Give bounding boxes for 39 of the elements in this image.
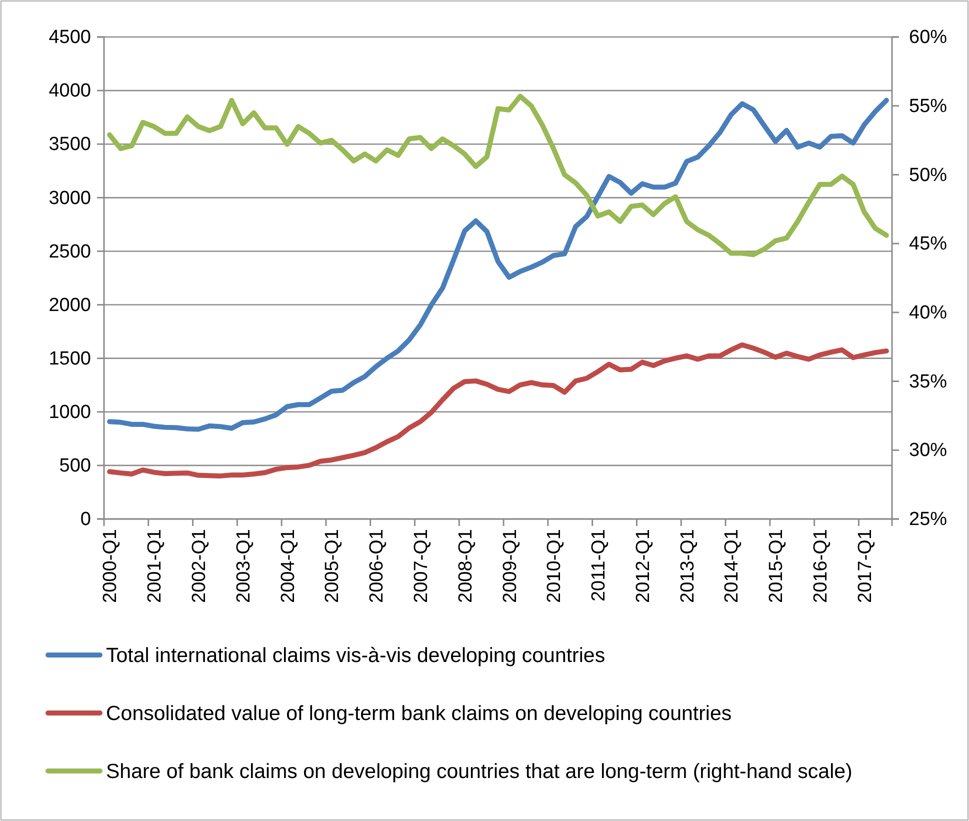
y-tick-label: 2000 (48, 294, 91, 316)
y2-tick-label: 35% (909, 371, 948, 392)
x-tick-label: 2013-Q1 (677, 529, 698, 603)
x-tick-label: 2008-Q1 (455, 529, 476, 603)
legend-label: Total international claims vis-à-vis developing countries (106, 644, 606, 668)
x-tick-label: 2000-Q1 (100, 529, 122, 603)
y-tick-label: 3500 (48, 134, 91, 156)
y-tick-label: 1500 (48, 348, 91, 370)
legend-label: Consolidated value of long-term bank claims on developing countries (106, 702, 732, 726)
y2-tick-label: 40% (909, 302, 948, 324)
x-tick-label: 2009-Q1 (500, 529, 521, 603)
y-tick-label: 500 (59, 456, 91, 477)
x-tick-label: 2006-Q1 (366, 529, 388, 603)
x-tick-label: 2017-Q1 (854, 529, 876, 603)
x-tick-label: 2014-Q1 (722, 529, 743, 603)
y2-tick-label: 25% (909, 509, 948, 530)
x-tick-label: 2005-Q1 (322, 529, 344, 603)
x-tick-label: 2001-Q1 (144, 529, 166, 603)
x-tick-label: 2015-Q1 (766, 529, 788, 603)
x-tick-label: 2007-Q1 (410, 529, 432, 603)
x-tick-label: 2010-Q1 (544, 529, 566, 603)
x-tick-label: 2016-Q1 (810, 529, 832, 603)
x-tick-label: 2003-Q1 (233, 529, 254, 603)
x-tick-label: 2012-Q1 (632, 529, 654, 603)
legend-label: Share of bank claims on developing countries that are long-term (right-hand scale) (106, 760, 852, 784)
x-tick-label: 2011-Q1 (588, 529, 610, 602)
y-tick-label: 3000 (48, 188, 91, 209)
y-tick-label: 1000 (48, 402, 91, 423)
y-tick-label: 4000 (48, 80, 91, 102)
y2-tick-label: 30% (909, 440, 948, 462)
x-tick-label: 2002-Q1 (188, 529, 210, 603)
y2-tick-label: 55% (909, 96, 948, 117)
y2-tick-label: 60% (909, 27, 948, 48)
y-tick-label: 0 (80, 509, 91, 530)
y-tick-label: 2500 (48, 241, 91, 262)
y2-tick-label: 45% (909, 234, 948, 255)
y2-tick-label: 50% (909, 164, 948, 186)
x-tick-label: 2004-Q1 (278, 529, 299, 603)
y-tick-label: 4500 (48, 27, 91, 48)
